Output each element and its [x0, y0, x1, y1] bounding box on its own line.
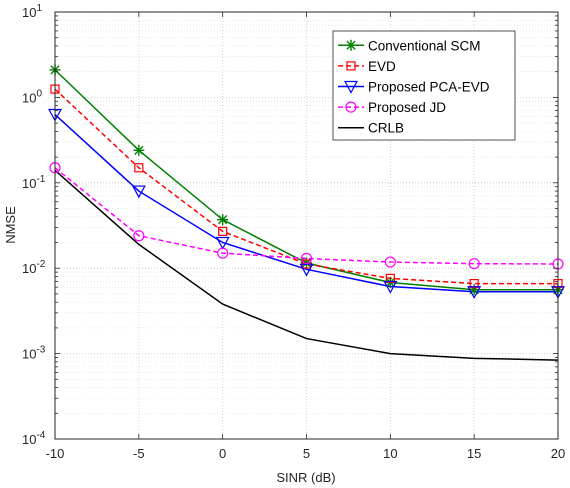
y-tick-label: 10-3 — [22, 345, 46, 362]
legend-marker — [345, 39, 357, 51]
data-point — [300, 252, 313, 265]
data-point — [217, 247, 229, 259]
y-axis-label: NMSE — [3, 206, 18, 244]
x-axis-label: SINR (dB) — [276, 470, 335, 485]
x-tick-label: 5 — [303, 446, 310, 461]
x-tick-label: 0 — [219, 446, 226, 461]
x-tick-label: 15 — [467, 446, 481, 461]
axis-ticks — [54, 11, 559, 440]
x-tick-labels: -10 -5 0 5 10 15 20 — [46, 446, 566, 461]
data-point — [469, 279, 479, 289]
grid-lines — [55, 12, 558, 439]
legend-marker — [345, 101, 357, 113]
data-point — [468, 258, 480, 270]
series-line-1 — [54, 88, 558, 285]
legend-marker — [346, 61, 356, 71]
legend-box — [332, 30, 516, 141]
data-point — [215, 236, 230, 250]
data-point — [133, 230, 145, 242]
data-point — [385, 273, 395, 283]
legend-entry-label: Conventional SCM — [368, 38, 481, 53]
y-tick-label: 101 — [22, 3, 42, 20]
x-tick-label: 20 — [551, 446, 565, 461]
legend: Conventional SCM EVD Proposed PCA-EVD Propo… — [332, 30, 516, 141]
data-point — [133, 144, 145, 156]
data-point — [299, 263, 314, 277]
x-tick-label: -10 — [46, 446, 65, 461]
legend-marker — [343, 80, 359, 94]
data-point — [218, 226, 228, 236]
series-line-3 — [54, 167, 559, 265]
series-line-4 — [54, 169, 559, 361]
data-point — [134, 163, 144, 173]
data-point — [384, 256, 396, 268]
y-tick-label: 10-4 — [22, 430, 46, 447]
y-tick-label: 10-1 — [22, 174, 46, 191]
data-point — [383, 280, 398, 294]
legend-entry-label: Proposed PCA-EVD — [368, 80, 490, 95]
legend-entry-label: EVD — [368, 59, 396, 74]
legend-entry-label: Proposed JD — [368, 100, 446, 115]
legend-entry-label: CRLB — [368, 121, 404, 136]
x-tick-label: 10 — [383, 446, 397, 461]
y-tick-label: 10-2 — [22, 259, 46, 276]
x-tick-label: -5 — [133, 446, 145, 461]
y-tick-labels: 10-4 10-3 10-2 10-1 100 101 — [22, 3, 46, 447]
data-point — [467, 286, 482, 299]
data-point — [217, 214, 229, 226]
y-tick-label: 100 — [22, 88, 42, 105]
data-point — [131, 185, 146, 199]
